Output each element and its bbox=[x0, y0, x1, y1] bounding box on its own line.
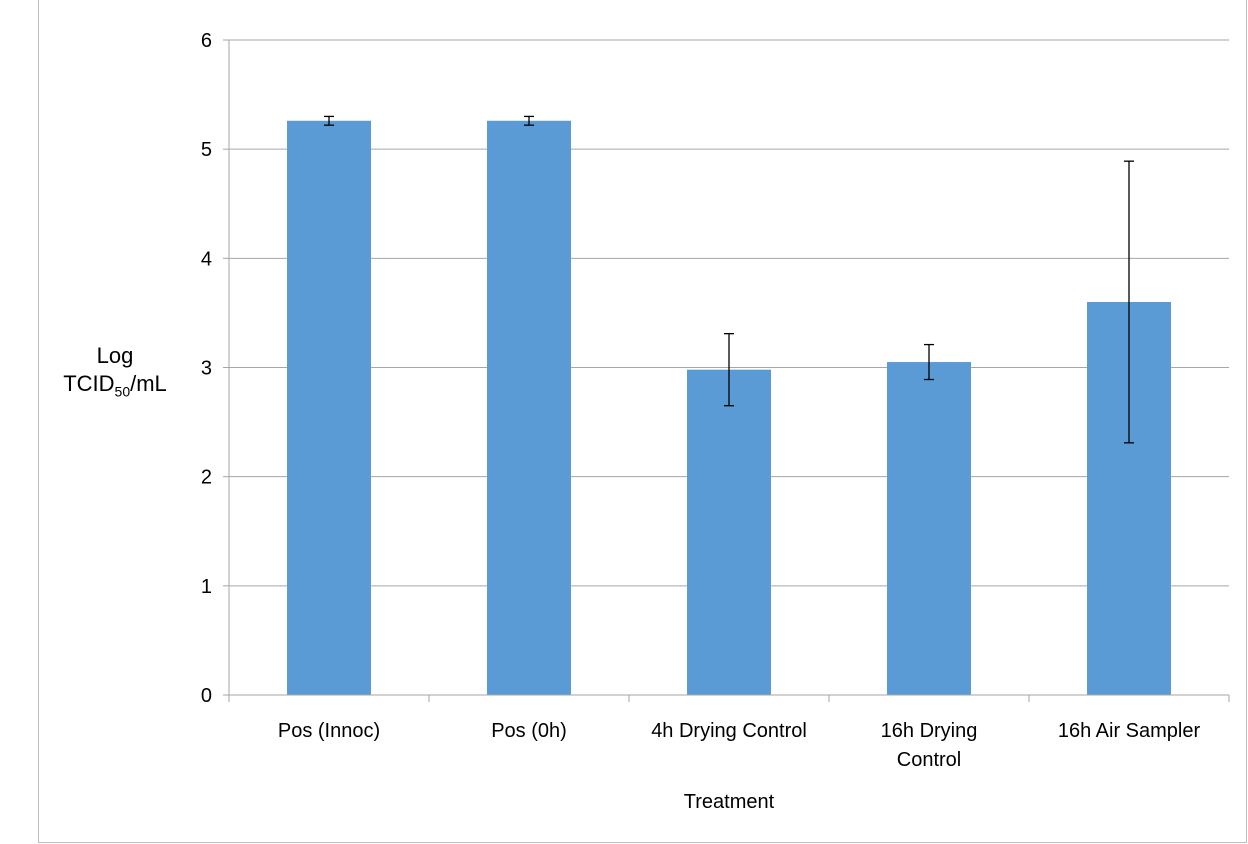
x-axis-title: Treatment bbox=[684, 791, 775, 813]
x-tick-label: Pos (0h) bbox=[491, 720, 567, 742]
y-tick-label: 2 bbox=[201, 467, 212, 489]
y-tick-label: 1 bbox=[201, 576, 212, 598]
axes bbox=[223, 39, 1230, 702]
x-tick-label: 16h Air Sampler bbox=[1058, 720, 1201, 742]
x-tick-label: 4h Drying Control bbox=[651, 720, 807, 742]
x-tick-label-line: 16h Air Sampler bbox=[1058, 720, 1201, 742]
y-axis-title-line2: TCID50/mL bbox=[40, 370, 190, 398]
y-axis-title-prefix: TCID bbox=[63, 371, 115, 396]
x-tick-label-line: Control bbox=[897, 749, 961, 771]
x-tick-label: 16h Drying Control bbox=[881, 720, 978, 771]
error-bars bbox=[324, 115, 1134, 444]
y-tick-label: 3 bbox=[201, 358, 212, 380]
chart-frame bbox=[38, 0, 1247, 843]
x-tick-label-line: 4h Drying Control bbox=[651, 720, 807, 742]
y-axis-title-line1: Log bbox=[96, 343, 134, 368]
bar bbox=[287, 120, 371, 696]
y-axis-title-subscript: 50 bbox=[114, 383, 131, 400]
y-tick-label: 6 bbox=[201, 30, 212, 52]
y-axis-title-suffix: /mL bbox=[130, 371, 167, 396]
y-tick-label: 0 bbox=[201, 685, 212, 707]
bar bbox=[687, 369, 771, 695]
bar bbox=[887, 362, 971, 695]
x-tick-label-line: 16h Drying bbox=[881, 720, 978, 742]
y-tick-label: 4 bbox=[201, 248, 212, 270]
y-tick-labels: 0 1 2 3 4 5 6 bbox=[201, 30, 212, 707]
x-tick-label-line: Pos (Innoc) bbox=[278, 720, 380, 742]
x-tick-label-line: Pos (0h) bbox=[491, 720, 567, 742]
x-tick-label: Pos (Innoc) bbox=[278, 720, 380, 742]
bars bbox=[287, 120, 1171, 696]
y-axis-title: Log TCID50/mL bbox=[40, 342, 190, 398]
y-tick-label: 5 bbox=[201, 139, 212, 161]
x-tick-labels: Pos (Innoc) Pos (0h) 4h Drying Control 16h … bbox=[278, 720, 1201, 771]
bar bbox=[487, 120, 571, 696]
